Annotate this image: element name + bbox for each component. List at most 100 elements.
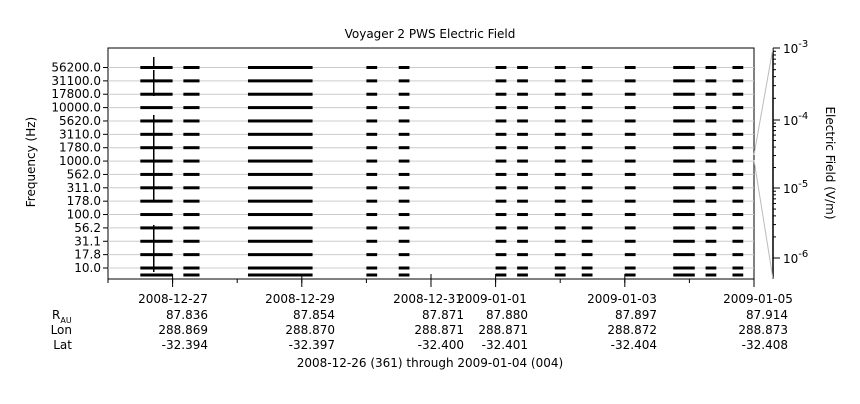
spectrum-segment xyxy=(366,119,378,123)
spectrum-segment xyxy=(554,119,566,123)
spectrum-segment xyxy=(705,199,717,203)
spectrum-segment xyxy=(183,132,200,136)
y-tick-label: 100.0 xyxy=(67,208,101,222)
spectrum-segment xyxy=(366,266,378,270)
spectrum-segment xyxy=(495,159,507,163)
spectrum-segment xyxy=(517,253,528,257)
spectrum-segment xyxy=(732,159,744,163)
spectrum-segment xyxy=(673,253,695,257)
spectrum-segment xyxy=(732,226,744,230)
spectrum-segment xyxy=(581,273,593,277)
spectrum-segment xyxy=(732,253,744,257)
ephemeris-value: 87.854 xyxy=(293,308,335,322)
spectrum-segment xyxy=(366,66,378,69)
colorbar-tick-label: 10-6 xyxy=(783,249,808,266)
spectrum-segment xyxy=(140,159,173,163)
spectrum-segment xyxy=(366,79,378,83)
spectrum-segment xyxy=(398,226,410,230)
spectrum-segment xyxy=(140,226,173,230)
spectrum-segment xyxy=(183,66,200,69)
spectrum-segment xyxy=(705,79,717,83)
spectrum-segment xyxy=(183,79,200,83)
spectrum-segment xyxy=(140,186,173,190)
spectrum-segment xyxy=(247,132,313,136)
spectrum-segment xyxy=(398,273,410,277)
ephemeris-value: -32.397 xyxy=(289,338,335,352)
spectrum-segment xyxy=(673,146,695,150)
spectrum-segment xyxy=(624,92,636,96)
spectrum-segment xyxy=(398,132,410,136)
spectrum-segment xyxy=(495,172,507,176)
spectrum-segment xyxy=(732,239,744,243)
spectrum-segment xyxy=(554,213,566,217)
ephemeris-value: 87.897 xyxy=(615,308,657,322)
spectrum-segment xyxy=(398,159,410,163)
spectrum-segment xyxy=(673,132,695,136)
spectrum-segment xyxy=(517,66,528,69)
y-tick-label: 31100.0 xyxy=(51,74,101,88)
spectrum-segment xyxy=(554,266,566,270)
spectrum-segment xyxy=(495,273,507,277)
spectrum-segment xyxy=(517,199,528,203)
spectrum-segment xyxy=(517,92,528,96)
ephemeris-row-label: Lat xyxy=(53,338,72,352)
spectrum-segment xyxy=(247,266,313,270)
spectrum-segment xyxy=(705,92,717,96)
spectrum-segment xyxy=(517,146,528,150)
spectrum-segment xyxy=(140,273,173,277)
spectrum-segment xyxy=(581,146,593,150)
y-axis-label: Frequency (Hz) xyxy=(24,117,38,208)
spectrum-segment xyxy=(183,186,200,190)
spectrum-segment xyxy=(705,253,717,257)
spectrum-segment xyxy=(705,239,717,243)
spectrum-segment xyxy=(366,213,378,217)
spectrum-segment xyxy=(554,239,566,243)
spectrum-segment xyxy=(624,226,636,230)
spectrum-segment xyxy=(247,273,313,277)
ephemeris-value: 87.836 xyxy=(166,308,208,322)
spectrum-segment xyxy=(495,106,507,110)
spectrum-segment xyxy=(140,79,173,83)
spectrum-segment xyxy=(366,172,378,176)
spectrum-segment xyxy=(495,92,507,96)
ephemeris-value: 288.871 xyxy=(414,323,464,337)
spectrum-segment xyxy=(705,106,717,110)
spectrum-segment xyxy=(495,66,507,69)
ephemeris-value: 87.914 xyxy=(746,308,788,322)
y-tick-label: 562.0 xyxy=(67,167,101,181)
y-tick-label: 1000.0 xyxy=(59,154,101,168)
spectrum-segment xyxy=(554,172,566,176)
spectrum-segment xyxy=(705,132,717,136)
spectrum-segment xyxy=(673,239,695,243)
spectrum-segment xyxy=(247,253,313,257)
spectrum-segment xyxy=(554,186,566,190)
x-tick-label: 2009-01-03 xyxy=(587,292,657,306)
spectrum-segment xyxy=(581,266,593,270)
y-tick-label: 1780.0 xyxy=(59,141,101,155)
spectrum-segment xyxy=(517,186,528,190)
y-tick-label: 31.1 xyxy=(74,234,101,248)
spectrum-segment xyxy=(554,159,566,163)
y-tick-label: 10.0 xyxy=(74,261,101,275)
spectrum-segment xyxy=(705,159,717,163)
spectrum-segment xyxy=(581,119,593,123)
spectrum-segment xyxy=(673,79,695,83)
spectrum-segment xyxy=(624,239,636,243)
spectrum-segment xyxy=(705,226,717,230)
spectrum-segment xyxy=(247,66,313,69)
spectrum-segment xyxy=(705,186,717,190)
spectrum-segment xyxy=(554,132,566,136)
spectrum-segment xyxy=(247,213,313,217)
x-tick-label: 2009-01-01 xyxy=(457,292,527,306)
spectrum-segment xyxy=(624,253,636,257)
ephemeris-value: 288.869 xyxy=(158,323,208,337)
spectrum-segment xyxy=(183,106,200,110)
spectrum-segment xyxy=(140,106,173,110)
spectrum-segment xyxy=(554,226,566,230)
spectrum-segment xyxy=(140,199,173,203)
spectrum-segment xyxy=(247,92,313,96)
spectrum-segment xyxy=(581,186,593,190)
spectrum-segment xyxy=(183,266,200,270)
